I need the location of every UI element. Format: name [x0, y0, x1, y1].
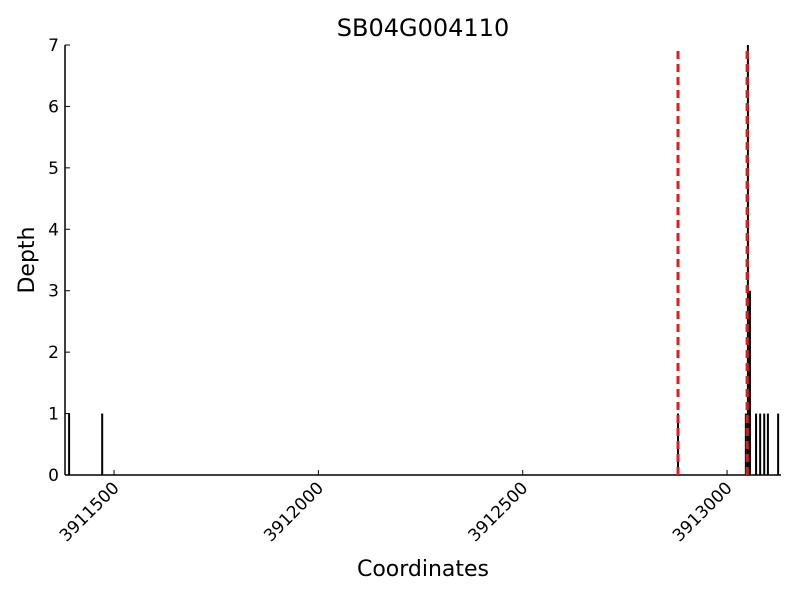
- x-tick-label: 3912000: [260, 478, 328, 546]
- y-axis-label: Depth: [15, 226, 40, 293]
- y-tick-label: 0: [48, 466, 59, 486]
- y-tick-label: 7: [48, 36, 59, 56]
- x-tick-label: 3912500: [465, 478, 533, 546]
- x-axis-label: Coordinates: [357, 557, 489, 582]
- y-tick-label: 3: [48, 282, 59, 302]
- x-tick-label: 3911500: [56, 478, 124, 546]
- chart-title: SB04G004110: [337, 14, 509, 42]
- y-tick-label: 5: [48, 159, 59, 179]
- x-tick-label: 3913000: [669, 478, 737, 546]
- y-tick-label: 1: [48, 405, 59, 425]
- y-tick-label: 2: [48, 343, 59, 363]
- y-tick-label: 6: [48, 97, 59, 117]
- y-tick-label: 4: [48, 220, 59, 240]
